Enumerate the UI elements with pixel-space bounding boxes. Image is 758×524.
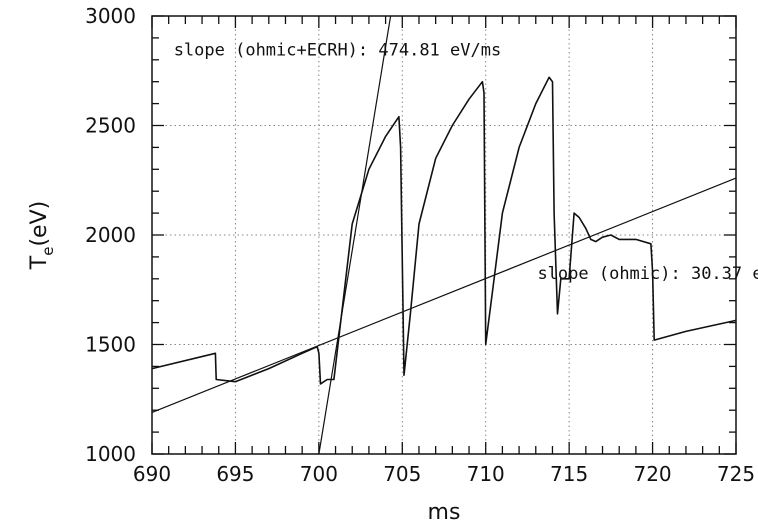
y-axis-label-symbol: T: [27, 255, 52, 270]
minor-ticks: [151, 15, 737, 455]
y-tick-label: 2000: [85, 223, 136, 247]
annotation-1: slope (ohmic): 30.37 eV/ms: [537, 264, 758, 284]
x-tick-label: 695: [216, 462, 254, 486]
x-tick-label: 720: [633, 462, 671, 486]
x-axis-label: ms: [428, 500, 461, 524]
series-fit-line-2: [151, 177, 737, 413]
y-axis-label-unit: (eV): [27, 201, 52, 247]
y-axis-label: Te(eV): [27, 201, 57, 270]
annotations: slope (ohmic+ECRH): 474.81 eV/ms slope (o…: [174, 40, 758, 283]
x-tick-label: 705: [383, 462, 421, 486]
annotation-0: slope (ohmic+ECRH): 474.81 eV/ms: [174, 40, 502, 60]
series-measured-line: [151, 76, 737, 385]
grid: [152, 16, 736, 454]
series-layer: [151, 15, 737, 455]
x-tick-label: 700: [300, 462, 338, 486]
y-tick-label: 2500: [85, 114, 136, 138]
x-tick-label: 715: [550, 462, 588, 486]
x-tick-label: 690: [133, 462, 171, 486]
series-fit-line-1: [318, 15, 392, 455]
x-tick-label: 710: [467, 462, 505, 486]
y-axis-label-subscript: e: [39, 247, 57, 256]
y-tick-label: 1000: [85, 442, 136, 466]
y-tick-label: 1500: [85, 333, 136, 357]
y-tick-label: 3000: [85, 4, 136, 28]
tick-labels: 690 695 700 705 710 715 720 725 1000 1500 2000 2500…: [85, 4, 755, 486]
x-tick-label: 725: [717, 462, 755, 486]
